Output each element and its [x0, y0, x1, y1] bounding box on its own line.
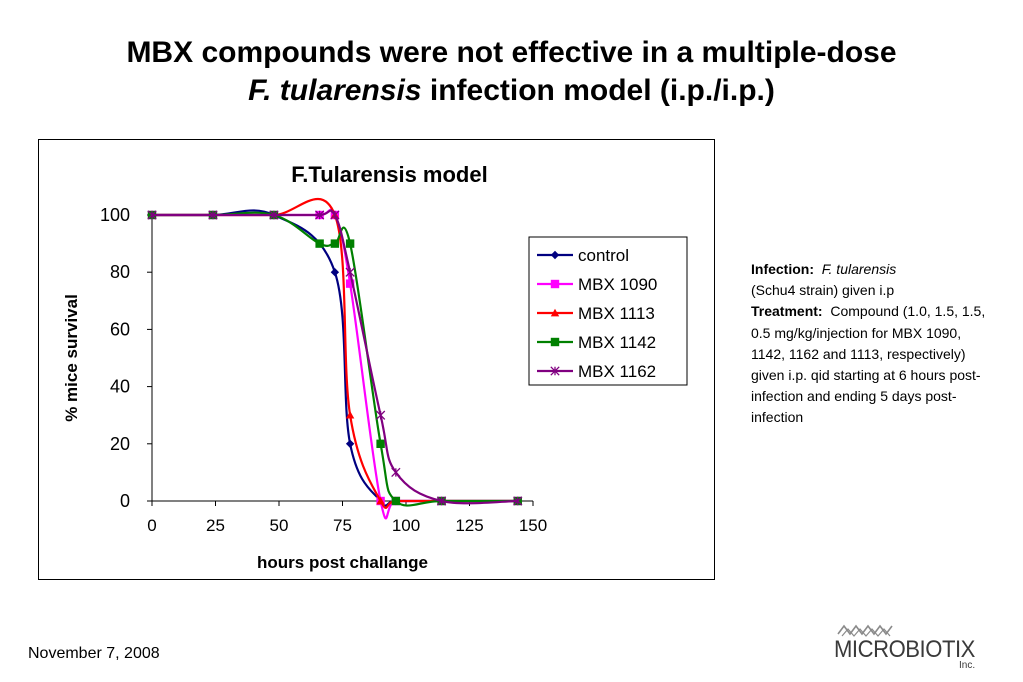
legend-marker [550, 308, 560, 317]
slide-date: November 7, 2008 [28, 645, 160, 662]
data-point [345, 439, 355, 448]
slide-title: MBX compounds were not effective in a mu… [0, 34, 1023, 110]
y-tick-label: 100 [100, 205, 130, 225]
series-line-4 [151, 209, 518, 505]
x-tick-label: 25 [206, 516, 225, 535]
x-tick-label: 100 [392, 516, 420, 535]
infection-label: Infection: [751, 261, 814, 277]
x-axis-label: hours post challange [257, 553, 428, 572]
data-point [376, 496, 385, 505]
data-point [147, 210, 157, 220]
logo-wave-icon [837, 624, 893, 637]
legend-label: MBX 1090 [578, 275, 657, 294]
infection-detail: (Schu4 strain) given i.p [751, 282, 895, 299]
x-tick-label: 150 [519, 516, 547, 535]
data-point [330, 239, 340, 248]
y-tick-label: 20 [110, 434, 130, 454]
experiment-notes: Infection: F. tularensis (Schu4 strain) … [751, 259, 991, 429]
data-point [513, 496, 523, 506]
data-point [269, 210, 279, 220]
legend-label: MBX 1142 [578, 333, 656, 352]
slide-title-organism: F. tularensis [248, 74, 422, 107]
treatment-text: Compound (1.0, 1.5, 1.5, 0.5 mg/kg/injec… [751, 303, 986, 426]
y-tick-label: 40 [110, 377, 130, 397]
company-logo: MICROBIOTIX Inc. [834, 624, 984, 674]
data-point [376, 439, 385, 448]
survival-chart: F.Tularensis model 0 20 40 60 80 100 0 25 50 75 100… [62, 162, 688, 572]
slide-title-rest: infection model (i.p./i.p.) [421, 74, 775, 107]
legend-label: MBX 1162 [578, 362, 656, 381]
data-point [314, 210, 325, 220]
x-tick-label: 50 [270, 516, 289, 535]
slide-title-line1: MBX compounds were not effective in a mu… [126, 36, 897, 69]
data-point [330, 268, 340, 277]
data-point [436, 496, 447, 506]
chart-title: F.Tularensis model [291, 162, 487, 187]
legend-marker [550, 279, 560, 289]
x-tick-label: 0 [147, 516, 156, 535]
y-tick-label: 60 [110, 319, 130, 339]
data-point [345, 279, 355, 288]
legend-marker [550, 366, 560, 376]
legend-marker [550, 250, 560, 260]
legend-marker [550, 337, 560, 347]
series-line-3 [151, 211, 518, 507]
data-point [391, 496, 401, 506]
legend-label: control [578, 246, 629, 265]
x-tick-label: 125 [455, 516, 483, 535]
data-point [315, 239, 324, 248]
series-line-0 [151, 209, 518, 507]
treatment-label: Treatment: [751, 303, 823, 320]
data-point [391, 467, 401, 478]
data-point [345, 411, 355, 419]
series-line-1 [151, 208, 518, 520]
y-tick-label: 80 [110, 262, 130, 282]
chart-frame: F.Tularensis model 0 20 40 60 80 100 0 25 50 75 100… [38, 139, 715, 580]
data-point [345, 267, 355, 277]
y-axis-label: % mice survival [62, 294, 81, 422]
logo-inc: Inc. [959, 660, 976, 671]
infection-organism: F. tularensis [821, 261, 897, 277]
logo-text: MICROBIOTIX [834, 636, 975, 663]
data-point [345, 239, 355, 248]
x-tick-label: 75 [333, 516, 352, 535]
slide-title-line2: F. tularensis infection model (i.p./i.p.… [0, 72, 1023, 110]
data-point [330, 210, 340, 220]
legend-label: MBX 1113 [578, 304, 655, 323]
y-tick-label: 0 [120, 491, 130, 511]
data-point [375, 410, 386, 420]
data-point [208, 210, 218, 220]
